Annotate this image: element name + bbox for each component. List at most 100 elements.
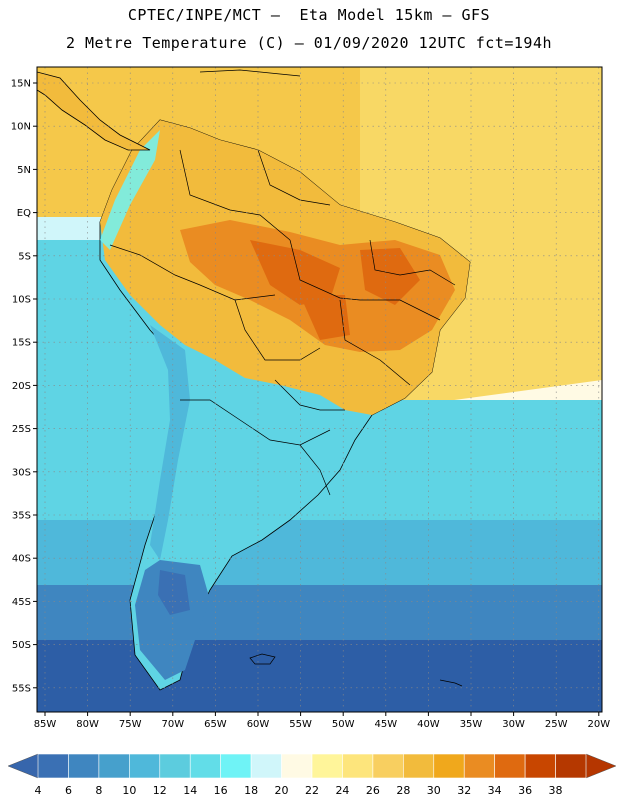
border-guianas bbox=[257, 149, 331, 206]
patagonia-cold-core bbox=[158, 570, 190, 615]
colorbar-swatch bbox=[555, 753, 587, 779]
andes-north-strip bbox=[100, 130, 160, 250]
colorbar-swatch bbox=[463, 753, 495, 779]
colorbar-label: 12 bbox=[153, 784, 167, 797]
colorbar-label: 24 bbox=[335, 784, 349, 797]
colorbar-high-arrow bbox=[585, 753, 617, 779]
hottest-northeast-patch bbox=[360, 248, 420, 305]
lat-label: 5S bbox=[18, 251, 31, 262]
lat-label: 25S bbox=[12, 424, 31, 435]
lat-label: 15N bbox=[11, 79, 31, 90]
map-subtitle: 2 Metre Temperature (C) – 01/09/2020 12U… bbox=[65, 34, 553, 52]
lon-label: 50W bbox=[332, 719, 355, 730]
colorbar-label: 16 bbox=[214, 784, 228, 797]
lon-label: 60W bbox=[247, 719, 270, 730]
lon-label: 30W bbox=[502, 719, 525, 730]
colorbar-swatch bbox=[129, 753, 161, 779]
colorbar-swatch bbox=[311, 753, 343, 779]
colorbar-label: 30 bbox=[427, 784, 441, 797]
colorbar-label: 26 bbox=[366, 784, 380, 797]
midlat-light-blue bbox=[37, 520, 602, 590]
lon-label: 75W bbox=[119, 719, 142, 730]
border-colombia-venezuela bbox=[179, 149, 291, 241]
colorbar-label: 10 bbox=[122, 784, 136, 797]
colorbar-label: 18 bbox=[244, 784, 258, 797]
hottest-amazon-patch bbox=[250, 240, 340, 305]
border-argentina-north bbox=[180, 399, 331, 446]
map-title: CPTEC/INPE/MCT – Eta Model 15km – GFS bbox=[127, 6, 491, 24]
colorbar-swatch bbox=[68, 753, 100, 779]
colorbar-swatch bbox=[342, 753, 374, 779]
lon-label: 35W bbox=[460, 719, 483, 730]
south-georgia bbox=[439, 679, 463, 687]
colorbar-swatch bbox=[524, 753, 556, 779]
lon-label: 45W bbox=[374, 719, 397, 730]
map-frame bbox=[36, 66, 603, 713]
colorbar-low-arrow bbox=[7, 753, 39, 779]
lon-label: 65W bbox=[204, 719, 227, 730]
colorbar-swatch bbox=[372, 753, 404, 779]
lon-label: 55W bbox=[289, 719, 312, 730]
southern-mid-blue bbox=[37, 585, 602, 645]
caribbean-islands bbox=[199, 69, 301, 77]
lon-label: 25W bbox=[545, 719, 568, 730]
border-uruguay bbox=[299, 444, 331, 496]
colorbar-swatch bbox=[403, 753, 435, 779]
patagonia-region bbox=[135, 560, 210, 680]
colorbar-swatch bbox=[98, 753, 130, 779]
colorbar-swatch bbox=[494, 753, 526, 779]
lon-label: 70W bbox=[161, 719, 184, 730]
colorbar-label: 8 bbox=[95, 784, 102, 797]
colorbar-label: 4 bbox=[35, 784, 42, 797]
lon-label: 40W bbox=[417, 719, 440, 730]
falkland-islands bbox=[249, 653, 276, 665]
colorbar-label: 28 bbox=[396, 784, 410, 797]
colorbar-swatch bbox=[159, 753, 191, 779]
andes-south-strip bbox=[150, 325, 190, 560]
lat-label: 40S bbox=[12, 554, 31, 565]
lat-label: 55S bbox=[12, 683, 31, 694]
colorbar-label: 20 bbox=[275, 784, 289, 797]
lat-label: 50S bbox=[12, 640, 31, 651]
lat-label: EQ bbox=[17, 208, 31, 219]
colorbar-label: 38 bbox=[549, 784, 563, 797]
hottest-central-patch bbox=[300, 295, 350, 340]
lat-label: 10N bbox=[11, 122, 31, 133]
border-bolivia bbox=[234, 299, 321, 361]
border-paraguay bbox=[274, 379, 345, 411]
colorbar-label: 14 bbox=[183, 784, 197, 797]
lat-label: 30S bbox=[12, 467, 31, 478]
lat-label: 15S bbox=[12, 338, 31, 349]
colorbar-swatch bbox=[189, 753, 221, 779]
colorbar-swatch bbox=[220, 753, 252, 779]
border-brazil-states-central bbox=[339, 299, 411, 386]
lon-label: 80W bbox=[76, 719, 99, 730]
colorbar-label: 6 bbox=[65, 784, 72, 797]
colorbar-swatch bbox=[37, 753, 69, 779]
colorbar-labels: 4 6 8 10 12 14 16 18 20 22 24 26 28 30 32 34 36 38 bbox=[35, 784, 563, 797]
colorbar-swatch bbox=[433, 753, 465, 779]
lat-label: 10S bbox=[12, 295, 31, 306]
colorbar-swatch bbox=[250, 753, 282, 779]
latitude-labels: 15N 10N 5N EQ 5S 10S 15S 20S 25S 30S 35S 40S 45S 50S 5… bbox=[11, 79, 37, 694]
temperature-field bbox=[37, 67, 602, 712]
lon-label: 85W bbox=[34, 719, 57, 730]
graticule bbox=[37, 67, 602, 712]
lat-label: 45S bbox=[12, 597, 31, 608]
border-brazil-states-north bbox=[289, 239, 441, 321]
border-brazil-states-northeast bbox=[369, 239, 456, 286]
longitude-labels: 85W 80W 75W 70W 65W 60W 55W 50W 45W 40W 35W 30W 25W 2… bbox=[34, 712, 610, 730]
lat-label: 5N bbox=[17, 165, 31, 176]
colorbar bbox=[7, 753, 617, 779]
southern-deep-blue bbox=[37, 640, 602, 712]
lat-label: 20S bbox=[12, 381, 31, 392]
colorbar-label: 22 bbox=[305, 784, 319, 797]
lon-label: 20W bbox=[587, 719, 610, 730]
central-america-landmass bbox=[37, 71, 151, 151]
colorbar-label: 32 bbox=[457, 784, 471, 797]
colorbar-label: 36 bbox=[518, 784, 532, 797]
lat-label: 35S bbox=[12, 511, 31, 522]
colorbar-label: 34 bbox=[488, 784, 502, 797]
colorbar-swatch bbox=[281, 753, 313, 779]
